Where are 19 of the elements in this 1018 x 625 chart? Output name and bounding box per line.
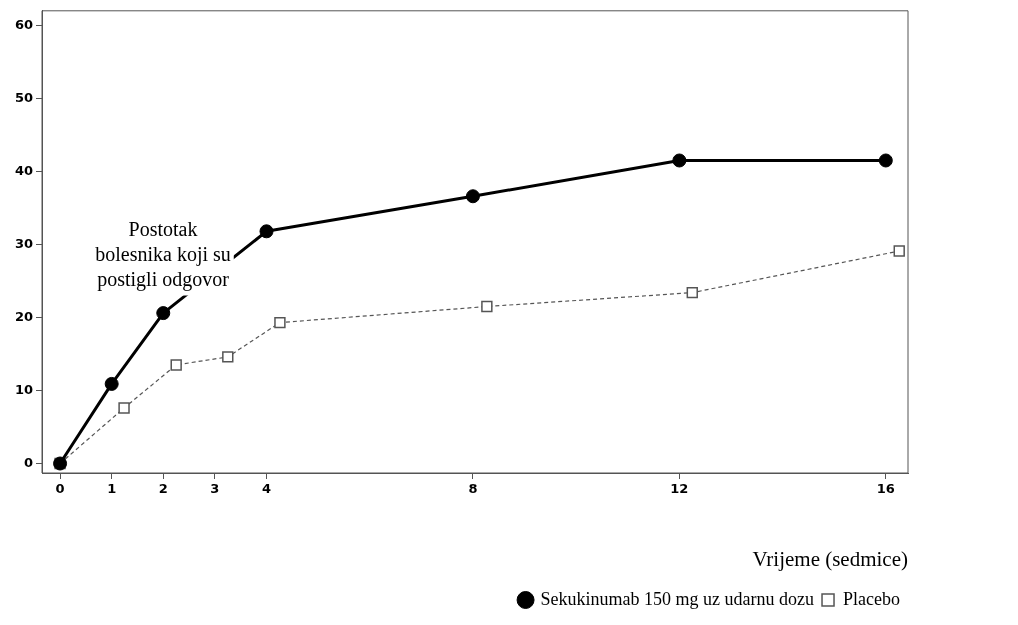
y-tick-label: 20	[14, 308, 33, 324]
x-tick-label: 12	[670, 481, 689, 497]
x-tick-label: 8	[468, 481, 478, 497]
y-tick-label: 10	[14, 381, 33, 397]
y-tick-label: 40	[14, 162, 33, 178]
x-axis-title: Vrijeme (sedmice)	[752, 546, 908, 571]
x-tick-label: 2	[158, 481, 168, 497]
annotation: Postotak bolesnika koji su postigli odgovor	[95, 218, 231, 292]
x-tick-label: 1	[107, 481, 117, 497]
y-tick-label: 50	[14, 89, 33, 105]
x-tick-label: 3	[210, 481, 220, 497]
y-tick-label: 30	[14, 235, 33, 251]
y-tick-label: 60	[14, 16, 33, 32]
legend-label: Sekukinumab 150 mg uz udarnu dozu	[540, 588, 815, 609]
y-tick-label: 0	[23, 454, 33, 470]
legend-label: Placebo	[843, 588, 900, 609]
x-tick-label: 4	[261, 481, 272, 497]
x-tick-label: 0	[55, 481, 65, 497]
x-tick-label: 16	[876, 481, 895, 497]
